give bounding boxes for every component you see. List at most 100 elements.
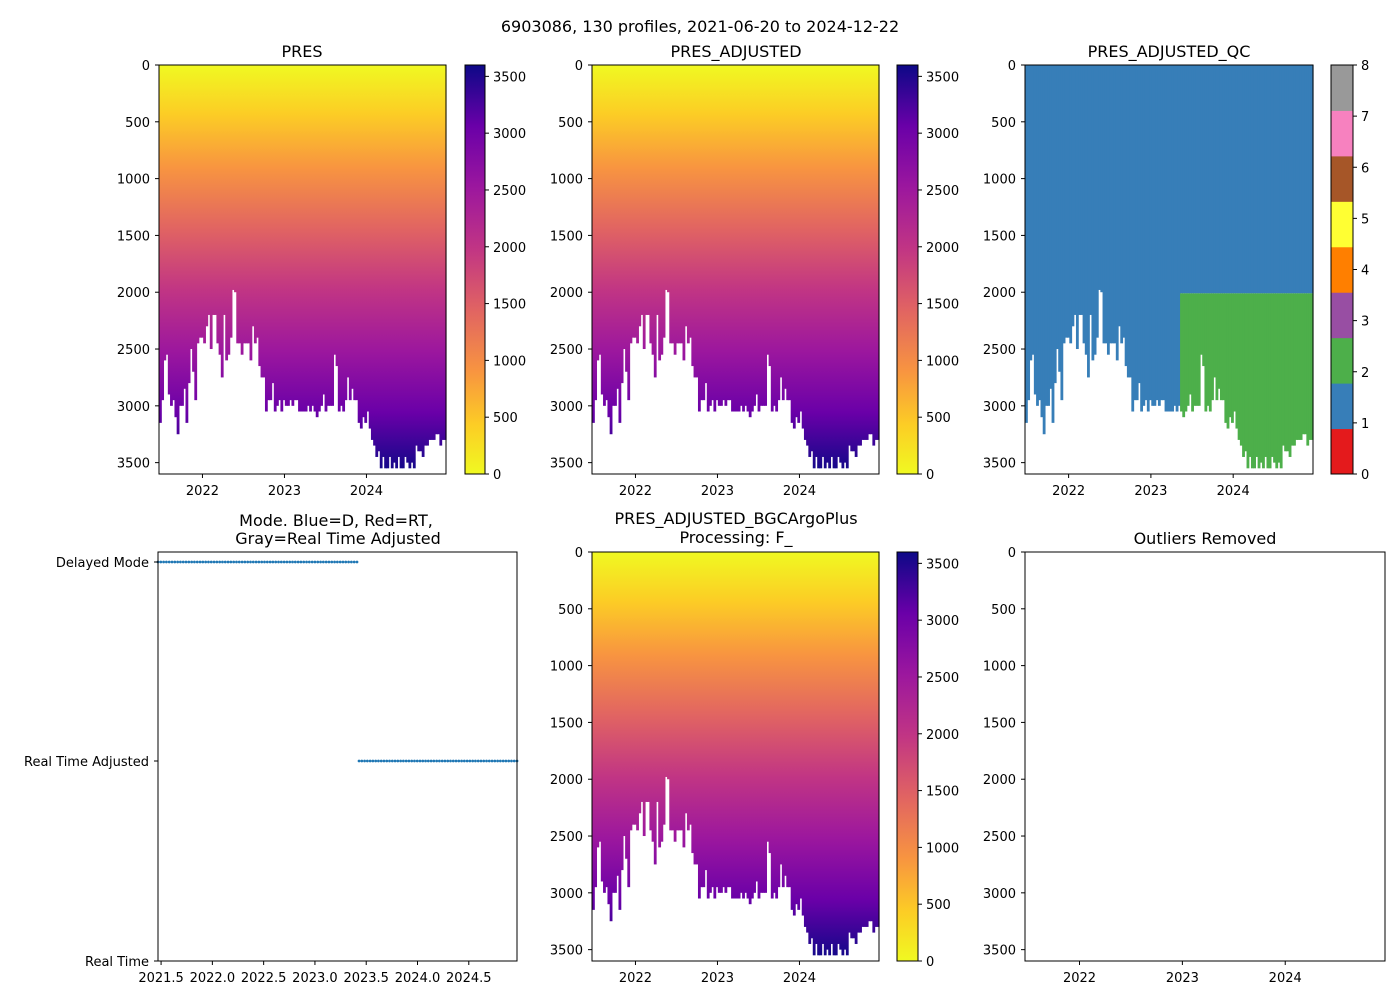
profile-column: [302, 65, 306, 412]
y-tick-label: 0: [1008, 59, 1016, 74]
profile-column: [234, 65, 237, 293]
profile-column: [733, 552, 737, 899]
mode-point: [218, 560, 222, 564]
qc-flag-1-column: [1144, 65, 1148, 401]
profile-column: [660, 65, 664, 355]
profile-column: [344, 65, 348, 401]
profile-column: [271, 65, 275, 384]
profile-column: [340, 65, 343, 406]
mode-point: [429, 759, 433, 763]
qc-flag-1-column: [1304, 65, 1307, 294]
mode-point: [302, 560, 306, 564]
qc-colorbar-band: [1331, 383, 1353, 430]
qc-flag-1-column: [1080, 65, 1084, 315]
qc-flag-1-column: [1270, 65, 1274, 294]
profile-column: [406, 65, 410, 463]
mode-point: [165, 560, 168, 564]
profile-column: [675, 65, 679, 344]
qc-flag-1-column: [1089, 65, 1093, 315]
qc-flag-1-column: [1200, 65, 1203, 294]
qc-flag-1-column: [1162, 65, 1166, 401]
profile-column: [342, 65, 346, 412]
profile-columns: [159, 65, 447, 469]
qc-flag-1-column: [1051, 65, 1055, 423]
profile-column: [739, 552, 743, 893]
mode-point: [249, 560, 252, 564]
profile-column: [737, 552, 741, 899]
qc-colorbar-band: [1331, 65, 1353, 111]
profile-column: [859, 65, 862, 446]
profile-column: [870, 552, 873, 922]
mode-points: [156, 560, 519, 763]
profile-column: [603, 552, 606, 893]
profile-column: [689, 552, 692, 825]
y-tick-label: 0: [575, 59, 583, 74]
mode-point: [321, 560, 325, 564]
mode-point: [493, 759, 497, 763]
profile-column: [755, 552, 759, 882]
profile-column: [671, 552, 675, 831]
profile-column: [702, 65, 706, 401]
profile-column: [441, 65, 445, 440]
qc-flag-1-column: [1047, 65, 1050, 406]
profile-column: [823, 65, 827, 469]
y-tick-label: 1500: [550, 716, 583, 731]
profile-column: [633, 552, 637, 825]
qc-flag-2-column: [1253, 293, 1256, 469]
profile-column: [594, 65, 598, 401]
qc-flag-1-column: [1042, 65, 1046, 435]
y-axis: 0 500 1000 1500 2000 2500 3000 3500: [983, 59, 1025, 472]
qc-flag-1-column: [1118, 65, 1121, 327]
y-tick-label: 500: [125, 116, 150, 131]
qc-flag-1-column: [1310, 65, 1314, 294]
profile-column: [673, 552, 677, 842]
mode-point: [282, 560, 286, 564]
profile-column: [364, 65, 368, 423]
profile-column: [764, 65, 768, 406]
profile-column: [803, 552, 807, 927]
mode-point: [344, 560, 348, 564]
profile-column: [181, 65, 184, 406]
profile-column: [812, 552, 816, 956]
profile-column: [205, 65, 209, 327]
profile-column: [863, 65, 867, 440]
qc-flag-1-column: [1275, 65, 1279, 294]
profile-column: [784, 552, 787, 876]
profile-column: [792, 65, 796, 429]
profile-column: [852, 552, 856, 939]
qc-flag-2-column: [1233, 293, 1237, 412]
qc-flag-1-column: [1025, 65, 1028, 423]
mode-point: [396, 759, 400, 763]
mode-point: [507, 759, 511, 763]
y-axis: 0 500 1000 1500 2000 2500 3000 3500: [983, 546, 1025, 959]
x-tick-label: 2022: [619, 971, 652, 986]
profile-column: [675, 552, 679, 831]
profile-column: [801, 65, 805, 429]
profile-column: [439, 65, 443, 446]
mode-point: [440, 759, 444, 763]
profile-column: [859, 552, 862, 933]
profile-column: [715, 65, 719, 401]
profile-column: [865, 552, 869, 927]
mode-point: [360, 759, 364, 763]
mode-point: [468, 759, 472, 763]
y-tick-label: 3500: [983, 457, 1016, 472]
profile-column: [768, 65, 772, 367]
profile-column: [284, 65, 288, 406]
profile-column: [419, 65, 423, 452]
x-tick-label: 2023.5: [343, 971, 389, 986]
qc-flag-2-column: [1237, 293, 1241, 440]
qc-flag-1-column: [1279, 65, 1283, 294]
profile-column: [828, 65, 832, 469]
mode-point: [324, 560, 328, 564]
mode-point: [401, 759, 405, 763]
profile-column: [269, 65, 273, 401]
profile-column: [273, 65, 277, 412]
profile-column: [412, 65, 416, 469]
profile-column: [324, 65, 328, 412]
profile-column: [240, 65, 244, 355]
y-axis: 0 500 1000 1500 2000 2500 3000 3500: [550, 546, 592, 959]
profile-column: [667, 552, 670, 780]
qc-flag-1-column: [1027, 65, 1031, 401]
mode-point: [195, 560, 199, 564]
